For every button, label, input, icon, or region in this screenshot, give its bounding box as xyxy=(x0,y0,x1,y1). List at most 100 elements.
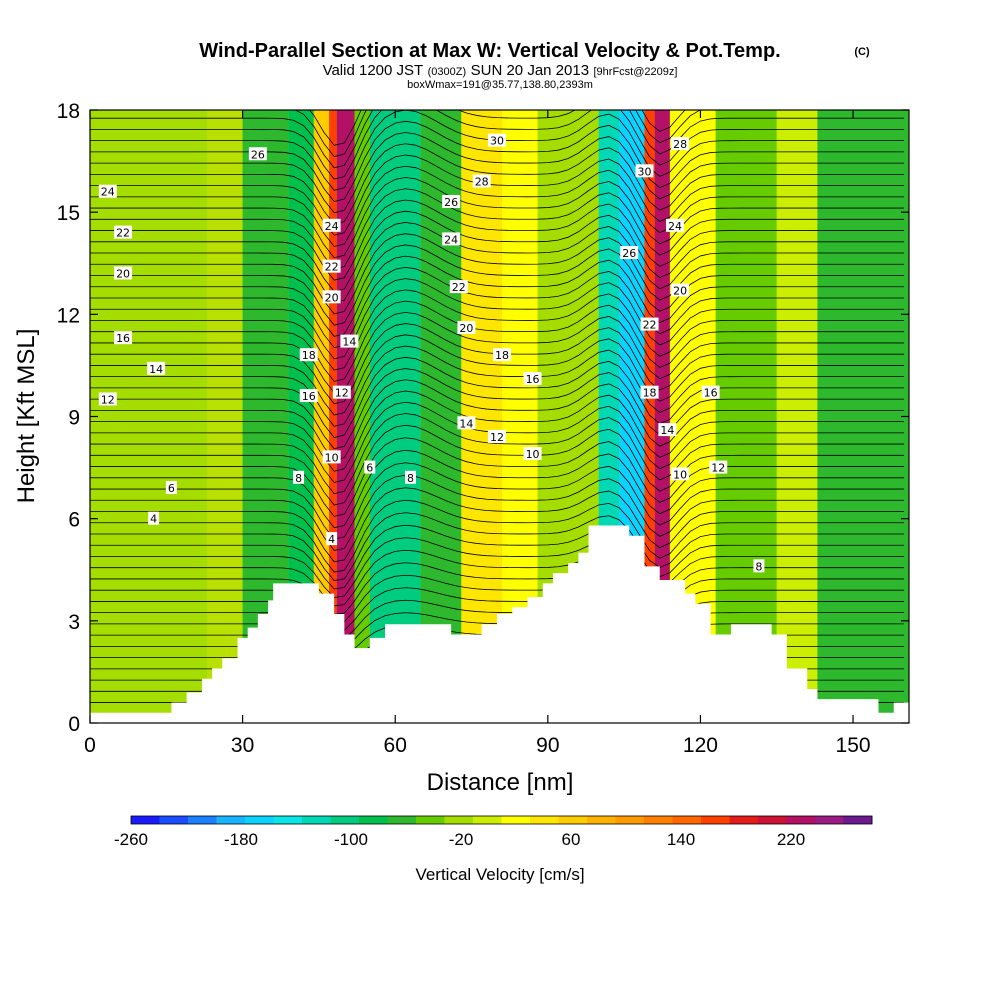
x-tick-label: 120 xyxy=(683,734,718,757)
theta-contour xyxy=(90,474,904,551)
theta-contour xyxy=(90,210,904,292)
svg-text:8: 8 xyxy=(407,472,414,485)
svg-text:28: 28 xyxy=(475,176,489,189)
svg-text:26: 26 xyxy=(251,148,265,161)
svg-text:20: 20 xyxy=(673,284,687,297)
svg-text:22: 22 xyxy=(452,281,466,294)
theta-contour xyxy=(90,143,904,225)
svg-text:26: 26 xyxy=(622,247,636,260)
svg-text:18: 18 xyxy=(643,387,657,400)
theta-contour-label: 8 xyxy=(293,470,305,485)
colorbar-bin xyxy=(131,816,160,824)
svg-text:22: 22 xyxy=(325,261,339,274)
theta-contour xyxy=(90,499,904,573)
svg-text:24: 24 xyxy=(668,220,682,233)
theta-contour-label: 14 xyxy=(147,361,166,376)
theta-contour-label: 4 xyxy=(148,511,160,526)
theta-contour-label: 12 xyxy=(98,392,117,406)
theta-contour xyxy=(90,177,904,259)
theta-contour-label: 30 xyxy=(487,133,506,148)
colorbar-bin xyxy=(729,816,759,824)
potential-temperature-contours xyxy=(90,110,904,708)
y-axis-label: Height [Kft MSL] xyxy=(13,329,40,504)
theta-contour-label: 10 xyxy=(523,446,542,461)
colorbar-bin xyxy=(758,816,787,824)
theta-contour-label: 6 xyxy=(364,460,376,475)
y-tick-label: 15 xyxy=(57,202,80,225)
theta-contour-label: 18 xyxy=(299,348,318,362)
svg-text:18: 18 xyxy=(495,349,509,362)
colorbar-label: Vertical Velocity [cm/s] xyxy=(415,865,584,884)
colorbar-tick-label: -260 xyxy=(114,830,148,849)
theta-contour xyxy=(90,537,904,598)
box-wmax-line: boxWmax=191@35.77,138.80,2393m xyxy=(407,79,593,91)
svg-text:6: 6 xyxy=(168,482,175,495)
svg-text:12: 12 xyxy=(335,387,349,400)
theta-contour-label: 22 xyxy=(322,259,341,274)
theta-contour xyxy=(90,120,904,202)
theta-contour-label: 20 xyxy=(671,283,690,297)
theta-contour xyxy=(90,462,904,540)
colorbar-bin xyxy=(558,816,588,824)
theta-contour-label: 16 xyxy=(701,385,720,400)
theta-contour xyxy=(90,368,904,450)
theta-contour-label: 22 xyxy=(640,317,659,332)
svg-text:12: 12 xyxy=(101,393,115,406)
theta-contour xyxy=(90,188,904,270)
valid-time-line: Valid 1200 JST (0300Z) SUN 20 Jan 2013 [… xyxy=(323,62,678,79)
theta-contour xyxy=(90,300,904,382)
svg-text:24: 24 xyxy=(444,233,458,246)
theta-contour-label: 12 xyxy=(487,429,506,444)
svg-text:20: 20 xyxy=(325,291,339,304)
colorbar-bin xyxy=(444,816,474,824)
theta-contour-label: 14 xyxy=(340,334,359,349)
svg-text:12: 12 xyxy=(490,431,504,444)
theta-contour xyxy=(90,132,904,214)
theta-contour-label: 28 xyxy=(671,137,690,151)
colorbar-bin xyxy=(701,816,730,824)
theta-contour xyxy=(90,110,904,180)
svg-text:10: 10 xyxy=(526,448,540,461)
colorbar-bin xyxy=(672,816,702,824)
theta-contour xyxy=(90,233,904,315)
theta-contour-label: 26 xyxy=(620,246,639,260)
colorbar-tick-label: 60 xyxy=(562,830,581,849)
svg-text:16: 16 xyxy=(302,390,316,403)
theta-contour-label: 6 xyxy=(165,481,177,495)
theta-contour xyxy=(90,154,904,236)
colorbar-bin xyxy=(159,816,189,824)
theta-contour xyxy=(90,437,904,517)
colorbar-bin xyxy=(473,816,502,824)
colorbar-bin xyxy=(530,816,559,824)
y-tick-label: 18 xyxy=(57,100,80,123)
theta-contour-label: 22 xyxy=(449,280,468,294)
svg-text:28: 28 xyxy=(673,138,687,151)
colorbar-bin xyxy=(644,816,673,824)
theta-contour xyxy=(90,449,904,529)
svg-text:14: 14 xyxy=(660,424,674,437)
svg-text:4: 4 xyxy=(150,513,157,526)
svg-text:8: 8 xyxy=(295,472,302,485)
theta-contour xyxy=(90,311,904,394)
theta-contour-label: 28 xyxy=(472,174,491,189)
svg-text:14: 14 xyxy=(149,363,163,376)
svg-text:4: 4 xyxy=(328,533,335,546)
theta-contour-label: 18 xyxy=(493,348,512,362)
theta-contour-label: 24 xyxy=(322,218,341,233)
vertical-velocity-field xyxy=(90,110,909,723)
colorbar-bin xyxy=(359,816,388,824)
y-tick-label: 0 xyxy=(68,713,80,736)
theta-contour xyxy=(90,549,904,607)
svg-text:16: 16 xyxy=(116,332,130,345)
svg-text:24: 24 xyxy=(325,220,339,233)
colorbar-bin xyxy=(188,816,217,824)
svg-text:18: 18 xyxy=(302,349,316,362)
y-axis: 0 3 6 9 12 15 18 xyxy=(57,100,909,736)
colorbar-bin xyxy=(245,816,274,824)
colorbar-bin xyxy=(216,816,246,824)
theta-contour-label: 22 xyxy=(114,225,133,240)
theta-contour xyxy=(90,562,904,615)
theta-contour-label: 16 xyxy=(523,372,542,386)
theta-contour-label: 12 xyxy=(332,385,351,400)
